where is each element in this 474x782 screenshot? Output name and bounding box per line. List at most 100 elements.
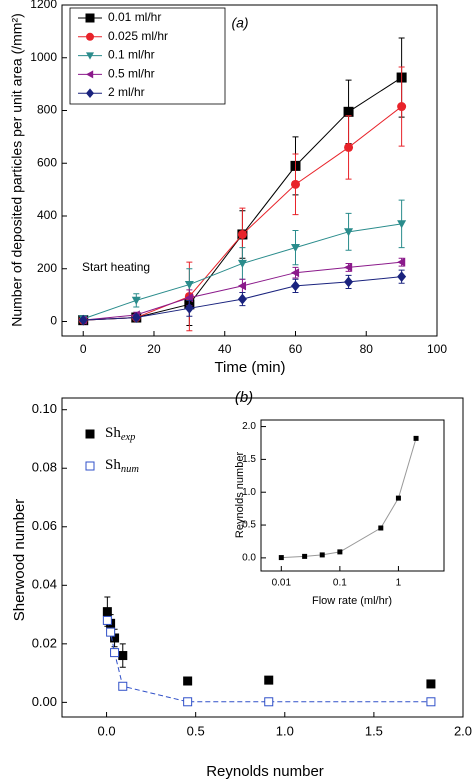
x-tick-label: 0.0 [98, 723, 116, 738]
marker [397, 220, 407, 229]
marker [86, 32, 94, 41]
marker [302, 553, 308, 559]
marker [86, 70, 94, 79]
legend-name: 0.01 ml/hr [108, 10, 161, 24]
marker [85, 461, 95, 471]
marker [183, 676, 193, 686]
y-tick-label: 1000 [30, 50, 57, 64]
x-tick-label: 2.0 [454, 723, 472, 738]
x-axis-label: Reynolds number [206, 763, 324, 780]
marker [278, 555, 284, 561]
legend-label: Shexp [105, 425, 135, 443]
y-axis-label: Number of deposited particles per unit a… [9, 13, 25, 327]
y-tick-label: 2.0 [242, 421, 256, 432]
legend-name: 2 ml/hr [108, 85, 145, 99]
x-tick-label: 1.0 [276, 723, 294, 738]
y-tick-label: 0.02 [32, 635, 57, 650]
marker [102, 607, 112, 617]
y-tick-label: 0.00 [32, 694, 57, 709]
marker [397, 271, 407, 283]
marker [78, 314, 88, 326]
marker [413, 435, 419, 441]
y-tick-label: 0 [50, 314, 57, 328]
y-tick-label: 0.08 [32, 460, 57, 475]
marker [395, 495, 401, 501]
marker [86, 52, 94, 60]
x-tick-label: 0.01 [272, 578, 292, 589]
y-tick-label: 0.0 [242, 553, 256, 564]
marker [131, 296, 141, 305]
marker [290, 280, 300, 292]
marker [118, 681, 128, 691]
legend-label: 0.025 ml/hr [108, 29, 168, 43]
x-tick-label: 20 [147, 342, 161, 356]
y-tick-label: 1.0 [242, 487, 256, 498]
x-tick-label: 0.1 [333, 578, 347, 589]
y-tick-label: 0.04 [32, 577, 57, 592]
x-tick-label: 0.5 [187, 723, 205, 738]
marker [118, 651, 128, 661]
x-axis-label: Time (min) [214, 359, 285, 376]
marker [264, 675, 274, 685]
y-tick-label: 0.06 [32, 518, 57, 533]
marker [319, 552, 325, 558]
legend-label: 0.01 ml/hr [108, 10, 161, 24]
plot-frame [260, 419, 445, 572]
x-tick-label: 1.5 [365, 723, 383, 738]
legend-name: 0.025 ml/hr [108, 29, 168, 43]
marker [85, 13, 95, 23]
marker [237, 259, 247, 268]
y-tick-label: 400 [37, 208, 57, 222]
marker [106, 627, 116, 637]
y-axis-label: Sherwood number [11, 499, 28, 622]
marker [344, 276, 354, 288]
marker [343, 106, 354, 117]
marker [290, 268, 300, 278]
marker [110, 648, 120, 658]
legend-label: Shnum [105, 457, 139, 475]
marker [237, 293, 247, 305]
x-tick-label: 40 [218, 342, 232, 356]
marker [344, 142, 354, 152]
annotation: Start heating [82, 260, 150, 274]
x-tick-label: 100 [427, 342, 447, 356]
marker [183, 697, 193, 707]
y-axis-label: Reynolds number [234, 452, 246, 539]
marker [131, 312, 141, 323]
marker [378, 525, 384, 531]
marker [426, 697, 436, 707]
y-tick-label: 200 [37, 261, 57, 275]
marker [237, 281, 247, 291]
marker [86, 88, 94, 98]
legend-subscript: num [121, 464, 140, 475]
legend-label: 0.5 ml/hr [108, 67, 155, 81]
legend-label: 0.1 ml/hr [108, 48, 155, 62]
marker [290, 244, 300, 253]
legend-name: 0.1 ml/hr [108, 48, 155, 62]
y-tick-label: 1.5 [242, 454, 256, 465]
marker [344, 228, 354, 237]
marker [184, 302, 194, 314]
marker [344, 262, 353, 272]
marker [337, 549, 343, 555]
y-tick-label: 0.10 [32, 401, 57, 416]
x-tick-label: 0 [80, 342, 87, 356]
legend-name: 0.5 ml/hr [108, 67, 155, 81]
marker [397, 102, 407, 112]
y-tick-label: 0.5 [242, 520, 256, 531]
marker [237, 229, 247, 239]
x-tick-label: 1 [396, 578, 402, 589]
y-tick-label: 600 [37, 155, 57, 169]
x-tick-label: 80 [360, 342, 374, 356]
marker [184, 280, 194, 290]
marker [102, 615, 112, 625]
legend-name: Sh [105, 425, 121, 441]
legend-name: Sh [105, 457, 121, 473]
marker [397, 257, 406, 267]
marker [290, 179, 300, 189]
marker [426, 679, 436, 689]
marker [85, 429, 95, 439]
y-tick-label: 1200 [30, 0, 57, 11]
